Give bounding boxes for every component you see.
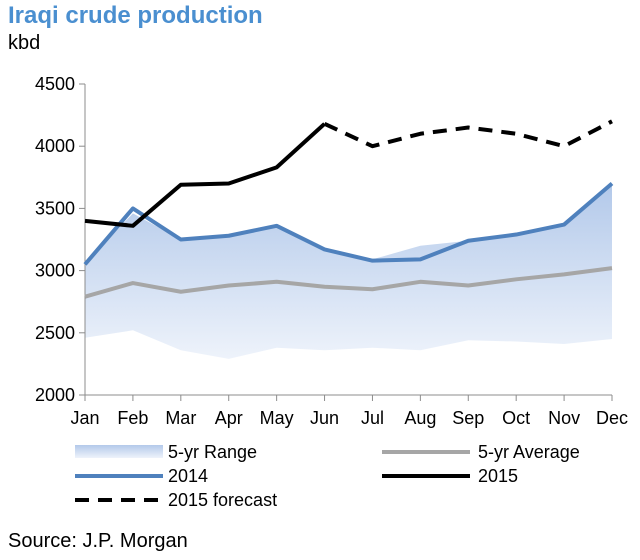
y-tick-label-3000: 3000 [35, 261, 75, 281]
chart-title: Iraqi crude production [8, 2, 263, 29]
x-tick-label-nov: Nov [548, 408, 580, 428]
x-tick-label-jul: Jul [361, 408, 384, 428]
legend-label-2014: 2014 [168, 466, 208, 486]
range-band-5yr [85, 184, 612, 359]
series-line-2015-forecast [323, 119, 613, 149]
x-tick-label-may: May [260, 408, 294, 428]
legend-label-5-yr-average: 5-yr Average [478, 442, 580, 462]
legend: 5-yr Range 5-yr Average 2014 2015 2015 forec… [75, 442, 580, 510]
y-axis-unit-label: kbd [8, 32, 41, 54]
legend-label-5-yr-range: 5-yr Range [168, 442, 257, 462]
x-tick-label-jan: Jan [70, 408, 99, 428]
x-tick-label-aug: Aug [404, 408, 436, 428]
y-tick-label-3500: 3500 [35, 198, 75, 218]
series-layer [83, 119, 614, 299]
x-tick-label-oct: Oct [502, 408, 530, 428]
x-tick-label-dec: Dec [596, 408, 628, 428]
source-note: Source: J.P. Morgan [8, 530, 188, 552]
y-tick-label-2000: 2000 [35, 385, 75, 405]
y-tick-label-2500: 2500 [35, 323, 75, 343]
x-tick-label-feb: Feb [117, 408, 148, 428]
legend-label-2015: 2015 [478, 466, 518, 486]
series-line-2014 [83, 182, 614, 266]
range-band-layer [85, 184, 612, 359]
series-line-2015 [84, 122, 326, 228]
y-tick-label-4000: 4000 [35, 136, 75, 156]
legend-label-2015-forecast: 2015 forecast [168, 490, 277, 510]
series-line-5-yr-average [84, 266, 613, 299]
legend-swatch-5-yr-range [75, 445, 163, 458]
x-tick-label-mar: Mar [165, 408, 196, 428]
x-tick-label-jun: Jun [310, 408, 339, 428]
y-tick-label-4500: 4500 [35, 74, 75, 94]
x-tick-label-apr: Apr [215, 408, 243, 428]
axis-layer: 2000 2500 3000 3500 4000 4500 Jan Feb Mar Apr May J… [35, 74, 628, 428]
x-tick-label-sep: Sep [452, 408, 484, 428]
